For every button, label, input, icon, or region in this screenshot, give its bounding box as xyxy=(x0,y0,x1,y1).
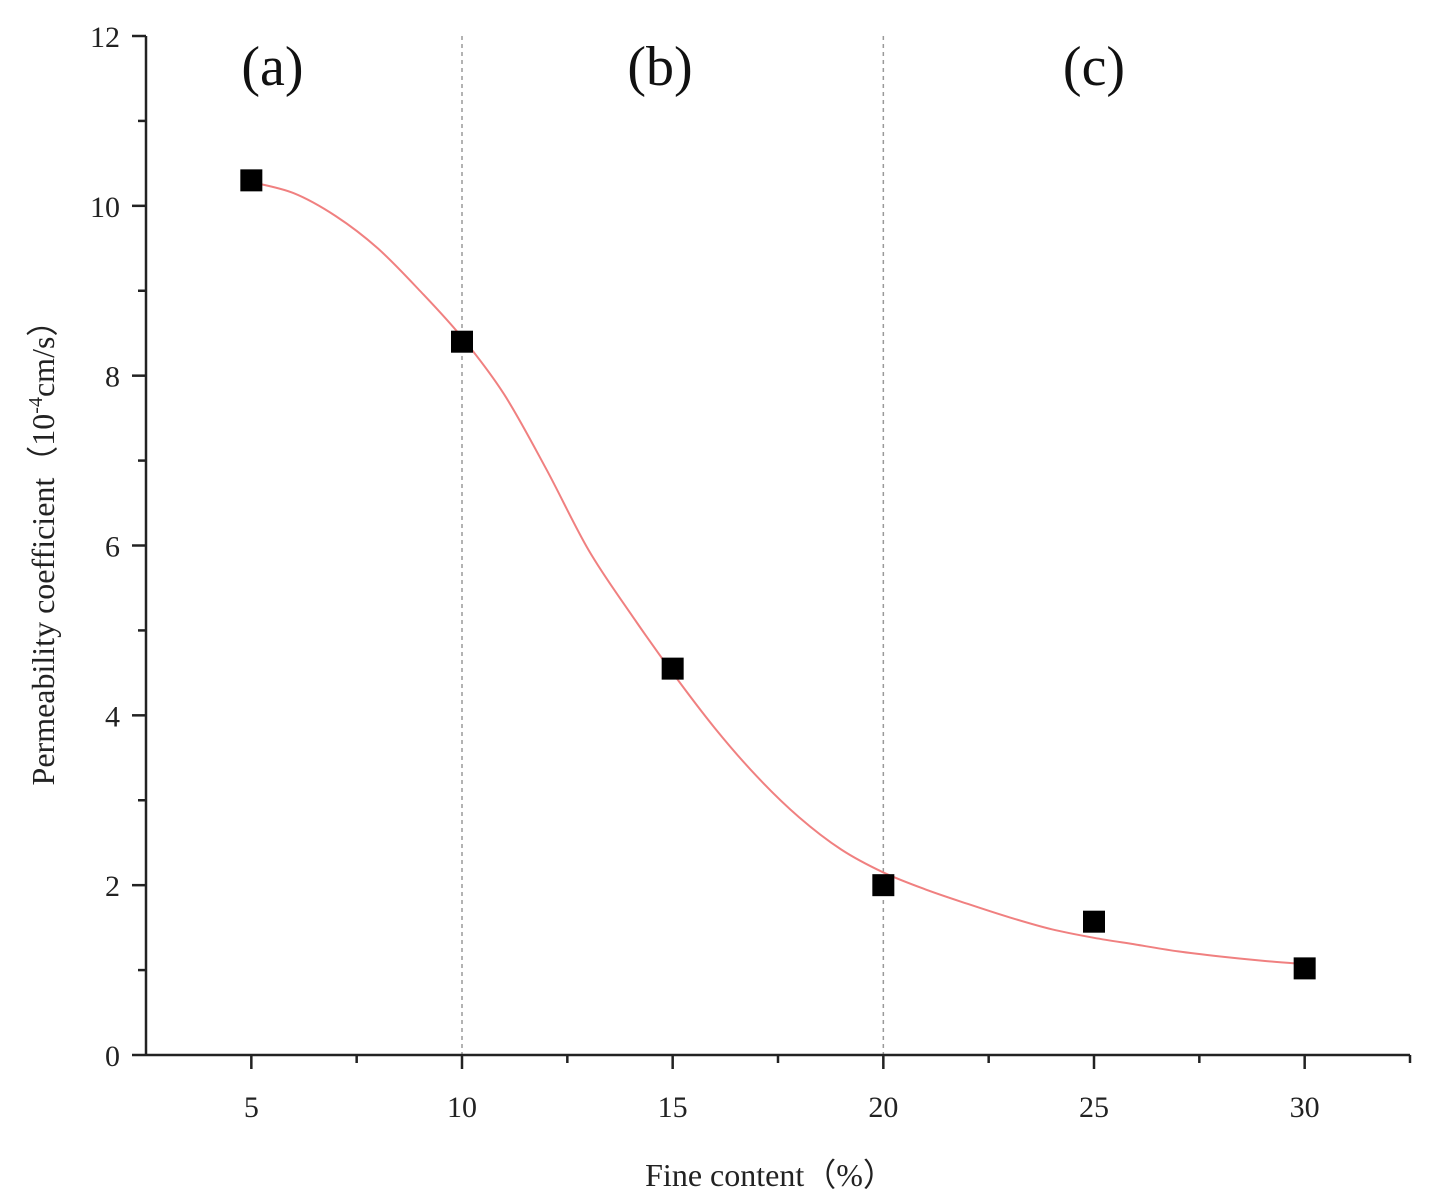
x-tick-label: 10 xyxy=(447,1091,477,1124)
fit-curve xyxy=(251,181,1305,966)
y-tick-label: 12 xyxy=(90,21,120,54)
region-label: (b) xyxy=(627,36,692,98)
x-tick-label: 25 xyxy=(1079,1091,1109,1124)
x-tick-label: 20 xyxy=(868,1091,898,1124)
data-point xyxy=(1083,910,1105,933)
y-tick-label: 8 xyxy=(105,361,120,394)
x-axis-title: Fine content（%） xyxy=(645,1157,895,1193)
x-tick-label: 30 xyxy=(1290,1091,1320,1124)
data-points xyxy=(240,169,1316,980)
y-tick-label: 0 xyxy=(105,1040,120,1073)
region-label: (a) xyxy=(241,36,303,98)
y-tick-label: 10 xyxy=(90,191,120,224)
y-axis-title: Permeability coefficient（10-4cm/s） xyxy=(25,305,61,786)
data-point xyxy=(240,169,263,192)
axes xyxy=(144,36,1410,1057)
region-label: (c) xyxy=(1063,36,1125,98)
y-axis-title-main: Permeability coefficient（10 xyxy=(25,414,61,786)
y-tick-label: 2 xyxy=(105,870,120,903)
data-point xyxy=(451,330,473,353)
region-labels: (a) (b) (c) xyxy=(241,36,1125,98)
data-point xyxy=(872,874,895,897)
y-tick-label: 6 xyxy=(105,531,120,564)
x-tick-label: 15 xyxy=(658,1091,688,1124)
data-point xyxy=(1293,957,1316,980)
fit-curve-group xyxy=(251,181,1305,966)
region-dividers xyxy=(461,36,885,1055)
y-tick-label: 4 xyxy=(105,700,120,733)
x-tick-label: 5 xyxy=(244,1091,259,1124)
tick-labels: 5 10 15 20 25 30 0 2 4 6 8 10 12 xyxy=(90,21,1320,1124)
y-axis-title-sup: -4 xyxy=(25,397,47,414)
y-axis-title-tail: cm/s） xyxy=(25,305,61,397)
axis-ticks xyxy=(132,34,1412,1069)
data-point xyxy=(661,657,684,680)
